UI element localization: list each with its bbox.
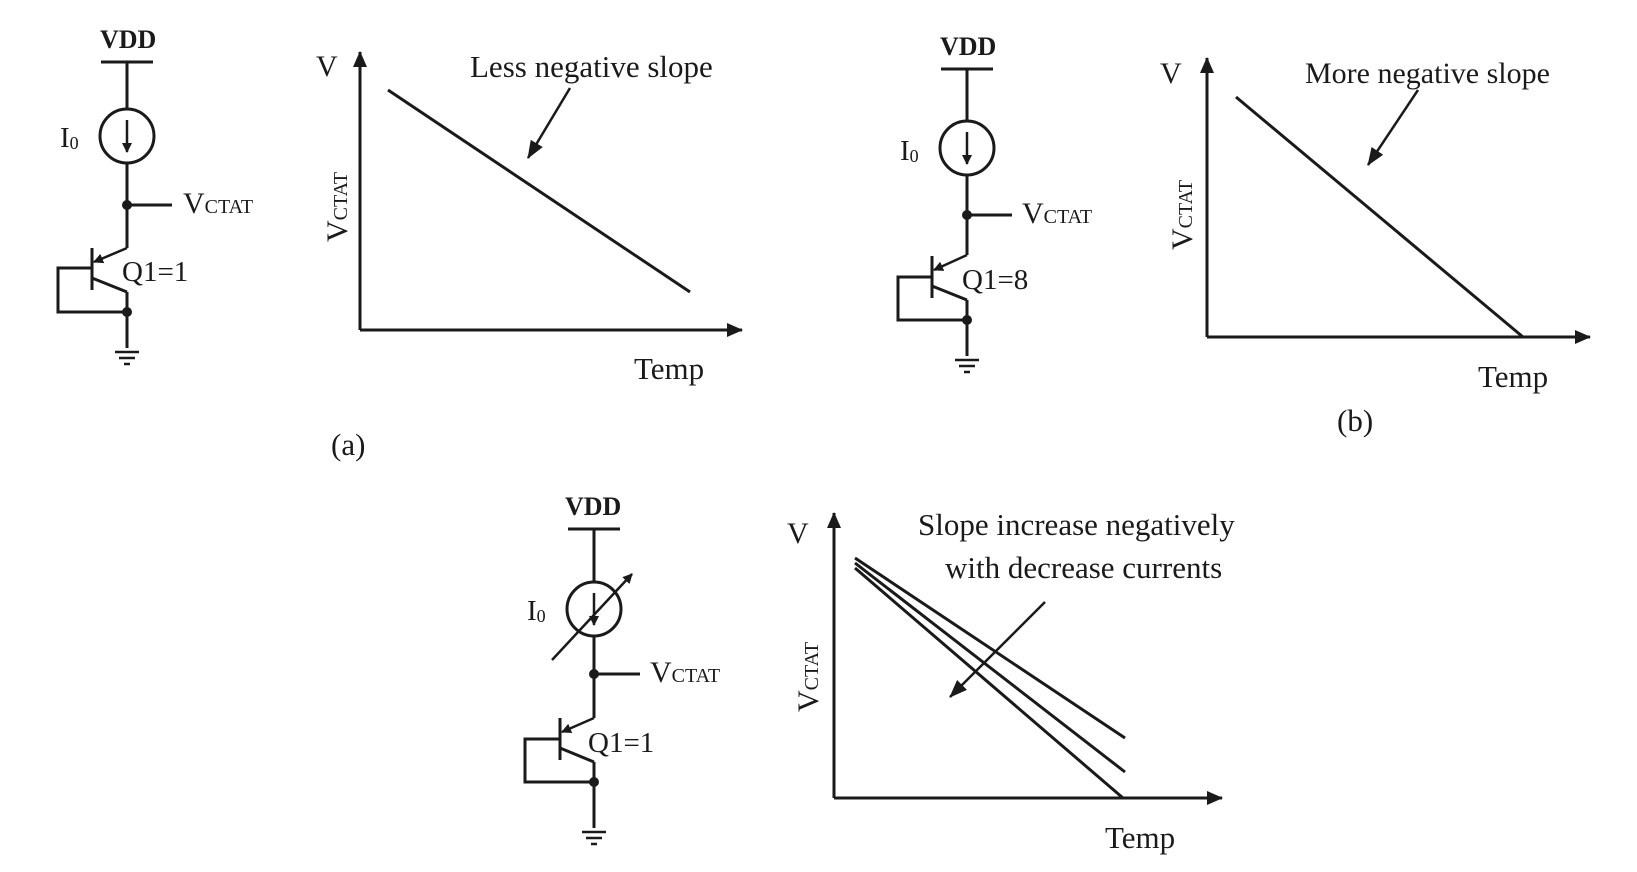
circuit-b: VDD I0 VCTAT Q1=8 <box>896 32 1092 374</box>
x-label-c: Temp <box>1105 820 1175 855</box>
ground-a-icon <box>115 350 139 366</box>
vctat-line-b <box>1235 95 1524 339</box>
y-axis-title-b: VCTAT <box>1166 180 1199 250</box>
bjt-collector-c <box>559 746 595 764</box>
bjt-collector-b <box>931 284 968 302</box>
y-axis-title-a: VCTAT <box>321 172 354 242</box>
plot-a: V VCTAT Temp Less negative slope <box>316 49 743 386</box>
output-label-a: VCTAT <box>183 187 253 220</box>
y-axis-title-c: VCTAT <box>792 642 825 712</box>
vctat-line-c-1 <box>854 556 1126 740</box>
node-a <box>122 307 132 317</box>
transistor-label-a: Q1=1 <box>122 256 188 288</box>
circuit-c: VDD I0 VCTAT Q1=1 <box>523 492 720 846</box>
y-label-a: V <box>316 50 338 83</box>
annotation-b: More negative slope <box>1305 57 1550 90</box>
x-label-b: Temp <box>1478 359 1548 394</box>
transistor-label-b: Q1=8 <box>962 264 1028 296</box>
transistor-label-c: Q1=1 <box>588 727 654 759</box>
node-c <box>589 777 599 787</box>
annotation-c-line1: Slope increase negatively <box>918 507 1235 542</box>
plot-b: V VCTAT Temp More negative slope <box>1160 57 1591 394</box>
output-label-b: VCTAT <box>1022 197 1092 230</box>
variable-arrow-c-icon <box>551 573 633 661</box>
circuit-a: VDD I0 VCTAT Q1=1 <box>56 25 253 366</box>
base-tie-a <box>56 266 127 314</box>
vctat-line-a <box>387 88 691 294</box>
annotation-c-line2: with decrease currents <box>945 550 1222 585</box>
vctat-line-c-2 <box>854 561 1126 774</box>
annotation-a: Less negative slope <box>470 49 713 84</box>
ground-c-icon <box>582 830 606 846</box>
bjt-collector-a <box>91 276 128 294</box>
current-label-c: I0 <box>527 595 546 627</box>
bjt-emitter-c-icon <box>561 716 595 734</box>
ground-b-icon <box>955 358 979 374</box>
y-label-c: V <box>787 517 809 550</box>
current-label-b: I0 <box>900 135 919 167</box>
x-label-a: Temp <box>634 351 704 386</box>
caption-b: (b) <box>1337 403 1373 438</box>
base-tie-b <box>896 275 967 322</box>
current-label-a: I0 <box>60 122 79 154</box>
base-tie-c <box>523 737 594 784</box>
vdd-label-c: VDD <box>565 492 621 521</box>
output-label-c: VCTAT <box>650 656 720 689</box>
vctat-line-c-3 <box>854 566 1124 800</box>
y-label-b: V <box>1160 57 1182 90</box>
bjt-emitter-b-icon <box>933 253 968 272</box>
vdd-label-a: VDD <box>100 25 156 54</box>
bjt-emitter-a-icon <box>93 246 128 264</box>
annotation-arrow-a-icon <box>526 87 572 159</box>
annotation-arrow-b-icon <box>1366 89 1420 166</box>
vdd-label-b: VDD <box>940 32 996 61</box>
annotation-arrow-c-icon <box>949 601 1046 698</box>
caption-a: (a) <box>331 427 365 462</box>
plot-c: V VCTAT Temp Slope increase negatively w… <box>787 507 1235 855</box>
node-b <box>962 315 972 325</box>
